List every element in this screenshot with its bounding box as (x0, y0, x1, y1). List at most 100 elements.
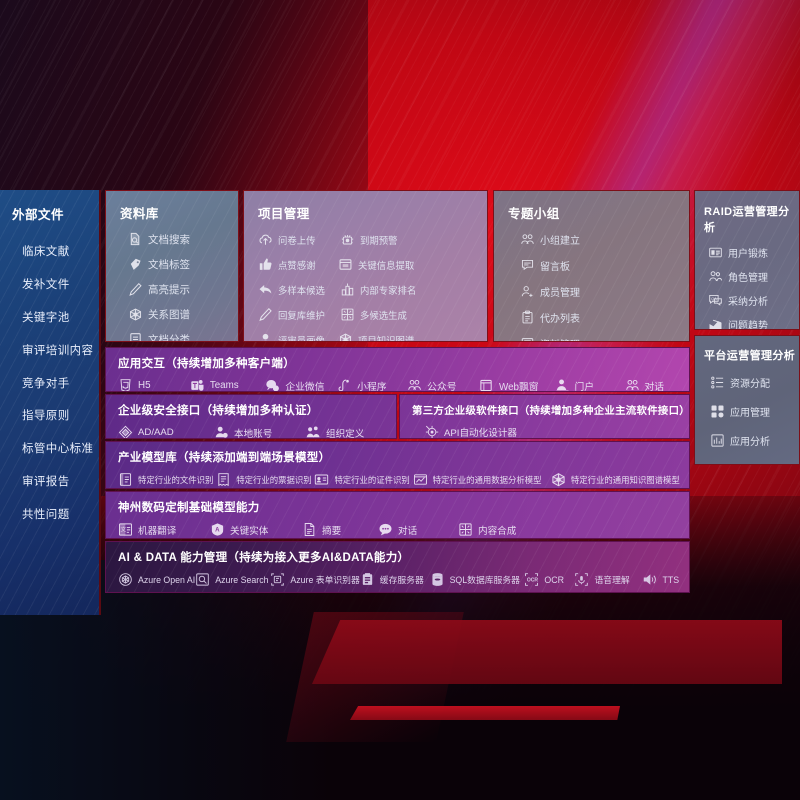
band-third-party-interface: 第三方企业级软件接口（持续增加多种企业主流软件接口） API自动化设计器 (399, 394, 690, 439)
item-label: 缓存服务器 (379, 575, 424, 585)
sidebar-item-competitors[interactable]: 竞争对手 (22, 377, 70, 390)
sidebar-item-review-training[interactable]: 审评培训内容 (22, 344, 94, 357)
item-receipt-recognition[interactable]: 特定行业的票据识别 (216, 472, 314, 487)
item-content-synthesis[interactable]: 内容合成 (458, 522, 554, 537)
item-label: 关键实体 (230, 525, 269, 537)
sidebar-item-standards-center[interactable]: 标管中心标准 (22, 443, 94, 456)
item-role-management[interactable]: 角色管理 (708, 269, 799, 284)
band-title-digital-china: 神州数码定制基础模型能力 (118, 502, 260, 514)
item-adoption-analysis[interactable]: QA 采纳分析 (708, 293, 799, 308)
item-expiry-alert[interactable]: 到期预警 (340, 232, 422, 247)
four-quadrants-icon (340, 307, 355, 322)
item-mini-program[interactable]: 小程序 (337, 378, 407, 391)
svg-text:文: 文 (120, 526, 126, 534)
item-document-classify[interactable]: 文档分类 (128, 332, 238, 341)
item-label: 对话 (644, 381, 665, 392)
item-cache-server[interactable]: 缓存服务器 (360, 572, 430, 587)
item-label: 本地账号 (234, 428, 273, 439)
item-multi-candidate-generation[interactable]: 多候选生成 (340, 307, 422, 322)
item-issue-trends[interactable]: 问题趋势 (708, 317, 799, 329)
item-label: 关系图谱 (148, 309, 190, 321)
item-reviewer-portrait[interactable]: 评审员画像 (258, 332, 338, 341)
item-group-create[interactable]: 小组建立 (520, 232, 608, 247)
portal-user-icon (555, 378, 570, 391)
item-multi-sample-candidates[interactable]: 多样本候选 (258, 282, 340, 297)
item-todo-list[interactable]: 代办列表 (520, 310, 608, 325)
item-member-management[interactable]: 成员管理 (520, 284, 608, 299)
svg-text:A: A (215, 526, 220, 533)
item-reply-library-maintenance[interactable]: 回复库维护 (258, 307, 340, 322)
item-document-search[interactable]: 文档搜索 (128, 232, 238, 247)
document-icon (302, 522, 317, 537)
item-portal[interactable]: 门户 (555, 378, 625, 391)
item-label: 公众号 (427, 381, 457, 392)
item-teams[interactable]: Teams (190, 378, 266, 391)
item-label: 应用管理 (730, 408, 770, 419)
item-dialog[interactable]: 对话 (625, 378, 689, 392)
item-org-definition[interactable]: 组织定义 (306, 425, 396, 439)
item-material-management[interactable]: 资料管理 (520, 336, 608, 341)
item-message-board[interactable]: 留言板 (520, 258, 608, 273)
band-title-third-party: 第三方企业级软件接口（持续增加多种企业主流软件接口） (412, 406, 690, 417)
item-resource-allocation[interactable]: 资源分配 (710, 375, 799, 390)
item-relation-graph[interactable]: 关系图谱 (128, 307, 238, 322)
item-summary[interactable]: 摘要 (302, 522, 378, 537)
item-label: 企业微信 (285, 381, 325, 392)
item-label: 代办列表 (540, 314, 580, 325)
item-id-recognition[interactable]: 特定行业的证件识别 (314, 472, 412, 487)
architecture-board: 外部文件 临床文献 发补文件 关键字池 审评培训内容 竞争对手 指导原则 标管中… (0, 190, 800, 615)
item-label: 内容合成 (478, 525, 517, 537)
item-like-thanks[interactable]: 点赞感谢 (258, 257, 338, 272)
item-questionnaire-upload[interactable]: 问卷上传 (258, 232, 340, 247)
item-label: 组织定义 (326, 428, 365, 439)
item-key-entity[interactable]: A 关键实体 (210, 522, 302, 537)
sidebar-item-guidelines[interactable]: 指导原则 (22, 410, 70, 423)
item-ocr[interactable]: OCR OCR (524, 572, 574, 587)
item-voice-understanding[interactable]: 语音理解 (574, 572, 642, 587)
sidebar-item-supplementary-docs[interactable]: 发补文件 (22, 279, 70, 292)
item-wechat-work[interactable]: 企业微信 (265, 378, 337, 392)
top-panel-row: 资料库 文档搜索 文档标签 高亮提示 关系图谱 (105, 190, 800, 342)
item-ad-aad[interactable]: AD/AAD (118, 425, 214, 438)
item-api-designer[interactable]: API自动化设计器 (412, 424, 517, 438)
item-label: OCR (544, 574, 564, 585)
item-internal-expert-ranking[interactable]: 内部专家排名 (340, 282, 420, 297)
item-h5[interactable]: H5 (118, 378, 190, 391)
item-dialog-model[interactable]: 对话 (378, 522, 458, 537)
item-knowledge-graph-model[interactable]: 特定行业的通用知识图谱模型 (551, 472, 689, 487)
item-label: 回复库维护 (278, 309, 325, 321)
item-data-analysis-model[interactable]: 特定行业的通用数据分析模型 (413, 472, 551, 487)
item-user-training[interactable]: 用户锻炼 (708, 245, 799, 260)
item-azure-open-ai[interactable]: Azure Open AI (118, 572, 195, 587)
item-application-analysis[interactable]: 应用分析 (710, 433, 799, 448)
sidebar-item-clinical-literature[interactable]: 临床文献 (22, 246, 70, 259)
item-file-recognition[interactable]: 特定行业的文件识别 (118, 472, 216, 487)
item-document-tag[interactable]: 文档标签 (128, 257, 238, 272)
item-official-account[interactable]: 公众号 (407, 378, 479, 392)
sidebar-item-common-issues[interactable]: 共性问题 (22, 508, 70, 521)
item-azure-form-recognizer[interactable]: Azure 表单识别器 (270, 572, 360, 587)
item-project-knowledge-graph[interactable]: 项目知识图谱 (338, 332, 420, 341)
item-label: 留言板 (540, 262, 570, 273)
form-recognizer-icon (270, 572, 285, 587)
item-local-account[interactable]: 本地账号 (214, 425, 306, 439)
sidebar-item-keyword-pool[interactable]: 关键字池 (22, 311, 70, 324)
sidebar-texture (0, 190, 99, 615)
band-digital-china-base-model: 神州数码定制基础模型能力 文 机器翻译 A 关键实体 摘要 对话 内容合成 (105, 491, 690, 539)
item-web-float-window[interactable]: Web飘窗 (479, 378, 555, 391)
trend-chart-icon (708, 317, 723, 329)
item-key-info-extract[interactable]: 关键信息提取 (338, 257, 420, 272)
item-machine-translation[interactable]: 文 机器翻译 (118, 522, 210, 537)
sidebar-item-review-report[interactable]: 审评报告 (22, 475, 70, 488)
extract-window-icon (338, 257, 353, 272)
item-highlight-hint[interactable]: 高亮提示 (128, 282, 238, 297)
item-sql-database-server[interactable]: SQL数据库服务器 (430, 572, 525, 587)
item-application-management[interactable]: 应用管理 (710, 404, 799, 419)
band-enterprise-security-interface: 企业级安全接口（持续增加多种认证） AD/AAD 本地账号 组织定义 (105, 394, 397, 439)
item-label: 多候选生成 (360, 309, 407, 321)
sidebar-title: 外部文件 (12, 208, 65, 222)
mini-program-icon (337, 378, 352, 391)
item-label: 内部专家排名 (360, 284, 417, 296)
item-tts[interactable]: TTS (642, 572, 689, 587)
item-azure-search[interactable]: Azure Search (195, 572, 270, 587)
